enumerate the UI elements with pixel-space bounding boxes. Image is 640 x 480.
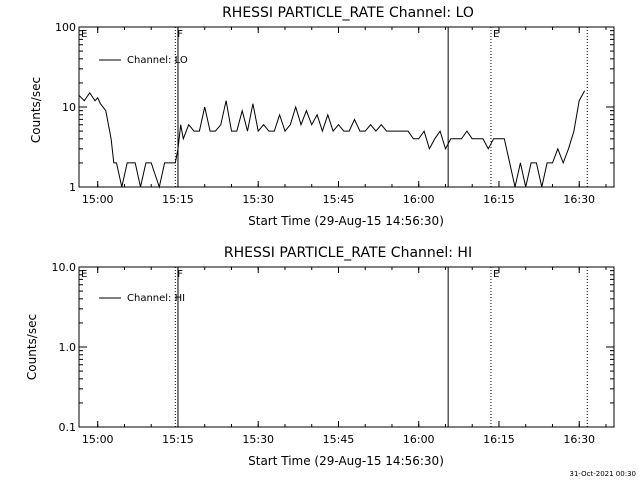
chart-title-hi: RHESSI PARTICLE_RATE Channel: HI (224, 245, 472, 261)
panel-lo-marks: 15:00 15:15 15:30 15:45 16:00 16:15 16:30 1 10 10… (55, 21, 614, 206)
y-tick-label-hi: 0.1 (59, 421, 77, 434)
legend-label-lo: Channel: LO (127, 55, 188, 66)
y-tick-label-lo: 1 (69, 181, 76, 194)
event-marker-label-lo: F (177, 29, 183, 40)
y-tick-label-hi: 1.0 (59, 341, 77, 354)
x-axis-label-hi: Start Time (29-Aug-15 14:56:30) (248, 454, 444, 468)
event-marker-label-lo: E (493, 29, 499, 40)
x-tick-label-hi: 15:30 (242, 433, 274, 446)
plot-frame-lo (78, 26, 615, 188)
x-tick-label-hi: 15:15 (162, 433, 194, 446)
footer-date: 31-Oct-2021 00:30 (570, 470, 636, 478)
y-tick-label-lo: 100 (55, 21, 76, 34)
chart-title-lo: RHESSI PARTICLE_RATE Channel: LO (222, 5, 474, 21)
y-axis-label-lo: Counts/sec (29, 77, 43, 143)
panel-lo: RHESSI PARTICLE_RATE Channel: LO Counts/… (29, 5, 615, 228)
x-tick-label-lo: 15:15 (162, 193, 194, 206)
panel-hi-marks: 15:00 15:15 15:30 15:45 16:00 16:15 16:30 0.1 1.… (52, 261, 614, 446)
y-tick-label-hi: 10.0 (52, 261, 77, 274)
x-tick-label-hi: 16:00 (403, 433, 435, 446)
event-marker-label-hi: E (81, 269, 87, 280)
y-axis-label-hi: Counts/sec (25, 314, 39, 380)
x-tick-label-hi: 15:00 (82, 433, 114, 446)
x-tick-label-hi: 16:30 (563, 433, 595, 446)
x-tick-label-lo: 15:30 (242, 193, 274, 206)
x-axis-label-lo: Start Time (29-Aug-15 14:56:30) (248, 214, 444, 228)
event-marker-label-lo: E (81, 29, 87, 40)
x-tick-label-lo: 15:45 (323, 193, 355, 206)
x-tick-label-lo: 16:00 (403, 193, 435, 206)
legend-label-hi: Channel: HI (127, 293, 185, 304)
panel-hi: RHESSI PARTICLE_RATE Channel: HI Counts/… (25, 245, 615, 468)
y-tick-label-lo: 10 (62, 101, 76, 114)
event-marker-label-hi: F (177, 269, 183, 280)
series-line-lo (78, 90, 586, 189)
plot-frame-hi (78, 266, 615, 428)
x-tick-label-hi: 16:15 (483, 433, 515, 446)
x-tick-label-lo: 16:15 (483, 193, 515, 206)
x-tick-label-lo: 16:30 (563, 193, 595, 206)
event-marker-label-hi: E (493, 269, 499, 280)
x-tick-label-lo: 15:00 (82, 193, 114, 206)
x-tick-label-hi: 15:45 (323, 433, 355, 446)
